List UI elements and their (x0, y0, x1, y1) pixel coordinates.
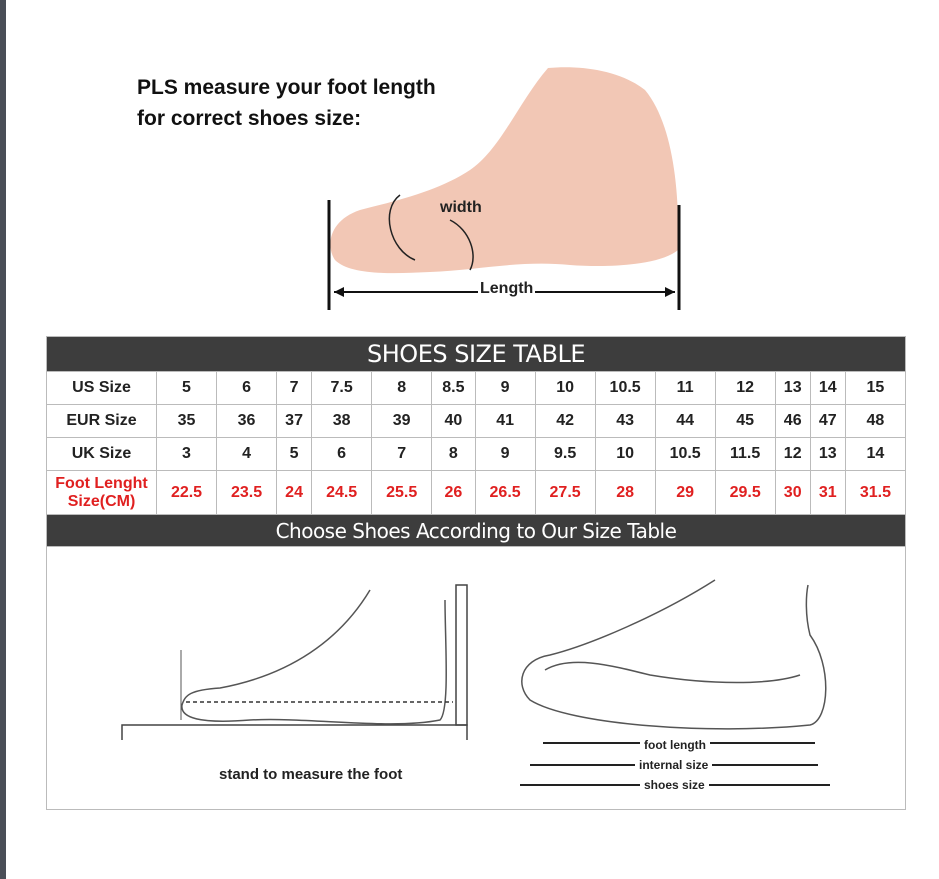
foot-illustration (327, 67, 681, 310)
size-cell: 14 (844, 437, 907, 471)
shoes-size-label: shoes size (640, 778, 709, 792)
size-cell: 35 (155, 404, 218, 438)
table-row: EUR Size 35 36 37 38 39 40 41 42 43 44 45 46 47 48 (46, 404, 907, 438)
size-cell: 9 (474, 371, 536, 405)
size-cell: 3 (155, 437, 218, 471)
size-cell: 48 (844, 404, 907, 438)
size-cell: 25.5 (371, 470, 433, 515)
standing-foot-diagram (121, 584, 468, 740)
size-cell: 7.5 (311, 371, 373, 405)
size-cell: 9 (474, 437, 536, 471)
foot-length-label: foot length (640, 738, 710, 752)
size-cell: 27.5 (534, 470, 596, 515)
width-label: width (440, 199, 482, 216)
size-cell: 22.5 (155, 470, 218, 515)
table-subtitle: Choose Shoes According to Our Size Table (46, 514, 906, 547)
size-cell: 43 (594, 404, 656, 438)
size-cell: 13 (774, 371, 811, 405)
size-cell: 24.5 (311, 470, 373, 515)
size-cell: 37 (276, 404, 313, 438)
size-cell: 31 (809, 470, 846, 515)
row-label: Foot Lenght Size(CM) (46, 470, 157, 515)
size-cell: 29 (654, 470, 716, 515)
headline-line1: PLS measure your foot length (137, 76, 436, 99)
size-cell: 9.5 (534, 437, 596, 471)
size-cell: 8 (371, 371, 433, 405)
size-cell: 6 (216, 371, 278, 405)
size-cell: 36 (216, 404, 278, 438)
size-cell: 45 (714, 404, 776, 438)
size-cell: 12 (774, 437, 811, 471)
size-cell: 14 (809, 371, 846, 405)
size-cell: 4 (216, 437, 278, 471)
headline: PLS measure your foot length for correct… (137, 72, 436, 134)
size-cell: 29.5 (714, 470, 776, 515)
size-cell: 38 (311, 404, 373, 438)
size-cell: 10 (594, 437, 656, 471)
row-label: UK Size (46, 437, 157, 471)
foot-shape (330, 67, 679, 274)
size-cell: 26.5 (474, 470, 536, 515)
size-cell: 10.5 (654, 437, 716, 471)
size-cell: 46 (774, 404, 811, 438)
length-label: Length (478, 280, 536, 298)
table-row: US Size 5 6 7 7.5 8 8.5 9 10 10.5 11 12 13 14 15 (46, 371, 907, 405)
size-cell: 6 (311, 437, 373, 471)
size-cell: 23.5 (216, 470, 278, 515)
foot-length-row: Foot Lenght Size(CM) 22.5 23.5 24 24.5 25.5 26… (46, 470, 907, 515)
left-sidebar-edge (0, 0, 6, 879)
size-cell: 13 (809, 437, 846, 471)
size-cell: 8.5 (431, 371, 476, 405)
size-cell: 15 (844, 371, 907, 405)
size-cell: 10 (534, 371, 596, 405)
size-cell: 7 (276, 371, 313, 405)
size-cell: 12 (714, 371, 776, 405)
size-cell: 26 (431, 470, 476, 515)
size-cell: 11.5 (714, 437, 776, 471)
table-title: SHOES SIZE TABLE (46, 336, 906, 372)
internal-size-label: internal size (635, 758, 713, 772)
headline-line2: for correct shoes size: (137, 107, 362, 130)
size-cell: 5 (276, 437, 313, 471)
size-cell: 40 (431, 404, 476, 438)
table-row: UK Size 3 4 5 6 7 8 9 9.5 10 10.5 11.5 12 13 14 (46, 437, 907, 471)
size-cell: 47 (809, 404, 846, 438)
size-cell: 44 (654, 404, 716, 438)
size-cell: 41 (474, 404, 536, 438)
measure-diagram-panel (46, 545, 906, 810)
row-label: EUR Size (46, 404, 157, 438)
size-cell: 10.5 (594, 371, 656, 405)
row-label: US Size (46, 371, 157, 405)
size-cell: 11 (654, 371, 716, 405)
size-cell: 7 (371, 437, 433, 471)
size-table: SHOES SIZE TABLE US Size 5 6 7 7.5 8 8.5 9 10 10.… (46, 336, 907, 547)
size-cell: 8 (431, 437, 476, 471)
size-cell: 5 (155, 371, 218, 405)
stand-caption: stand to measure the foot (219, 766, 403, 783)
size-cell: 39 (371, 404, 433, 438)
size-cell: 30 (774, 470, 811, 515)
size-cell: 24 (276, 470, 313, 515)
size-cell: 28 (594, 470, 656, 515)
size-cell: 42 (534, 404, 596, 438)
size-cell: 31.5 (844, 470, 907, 515)
